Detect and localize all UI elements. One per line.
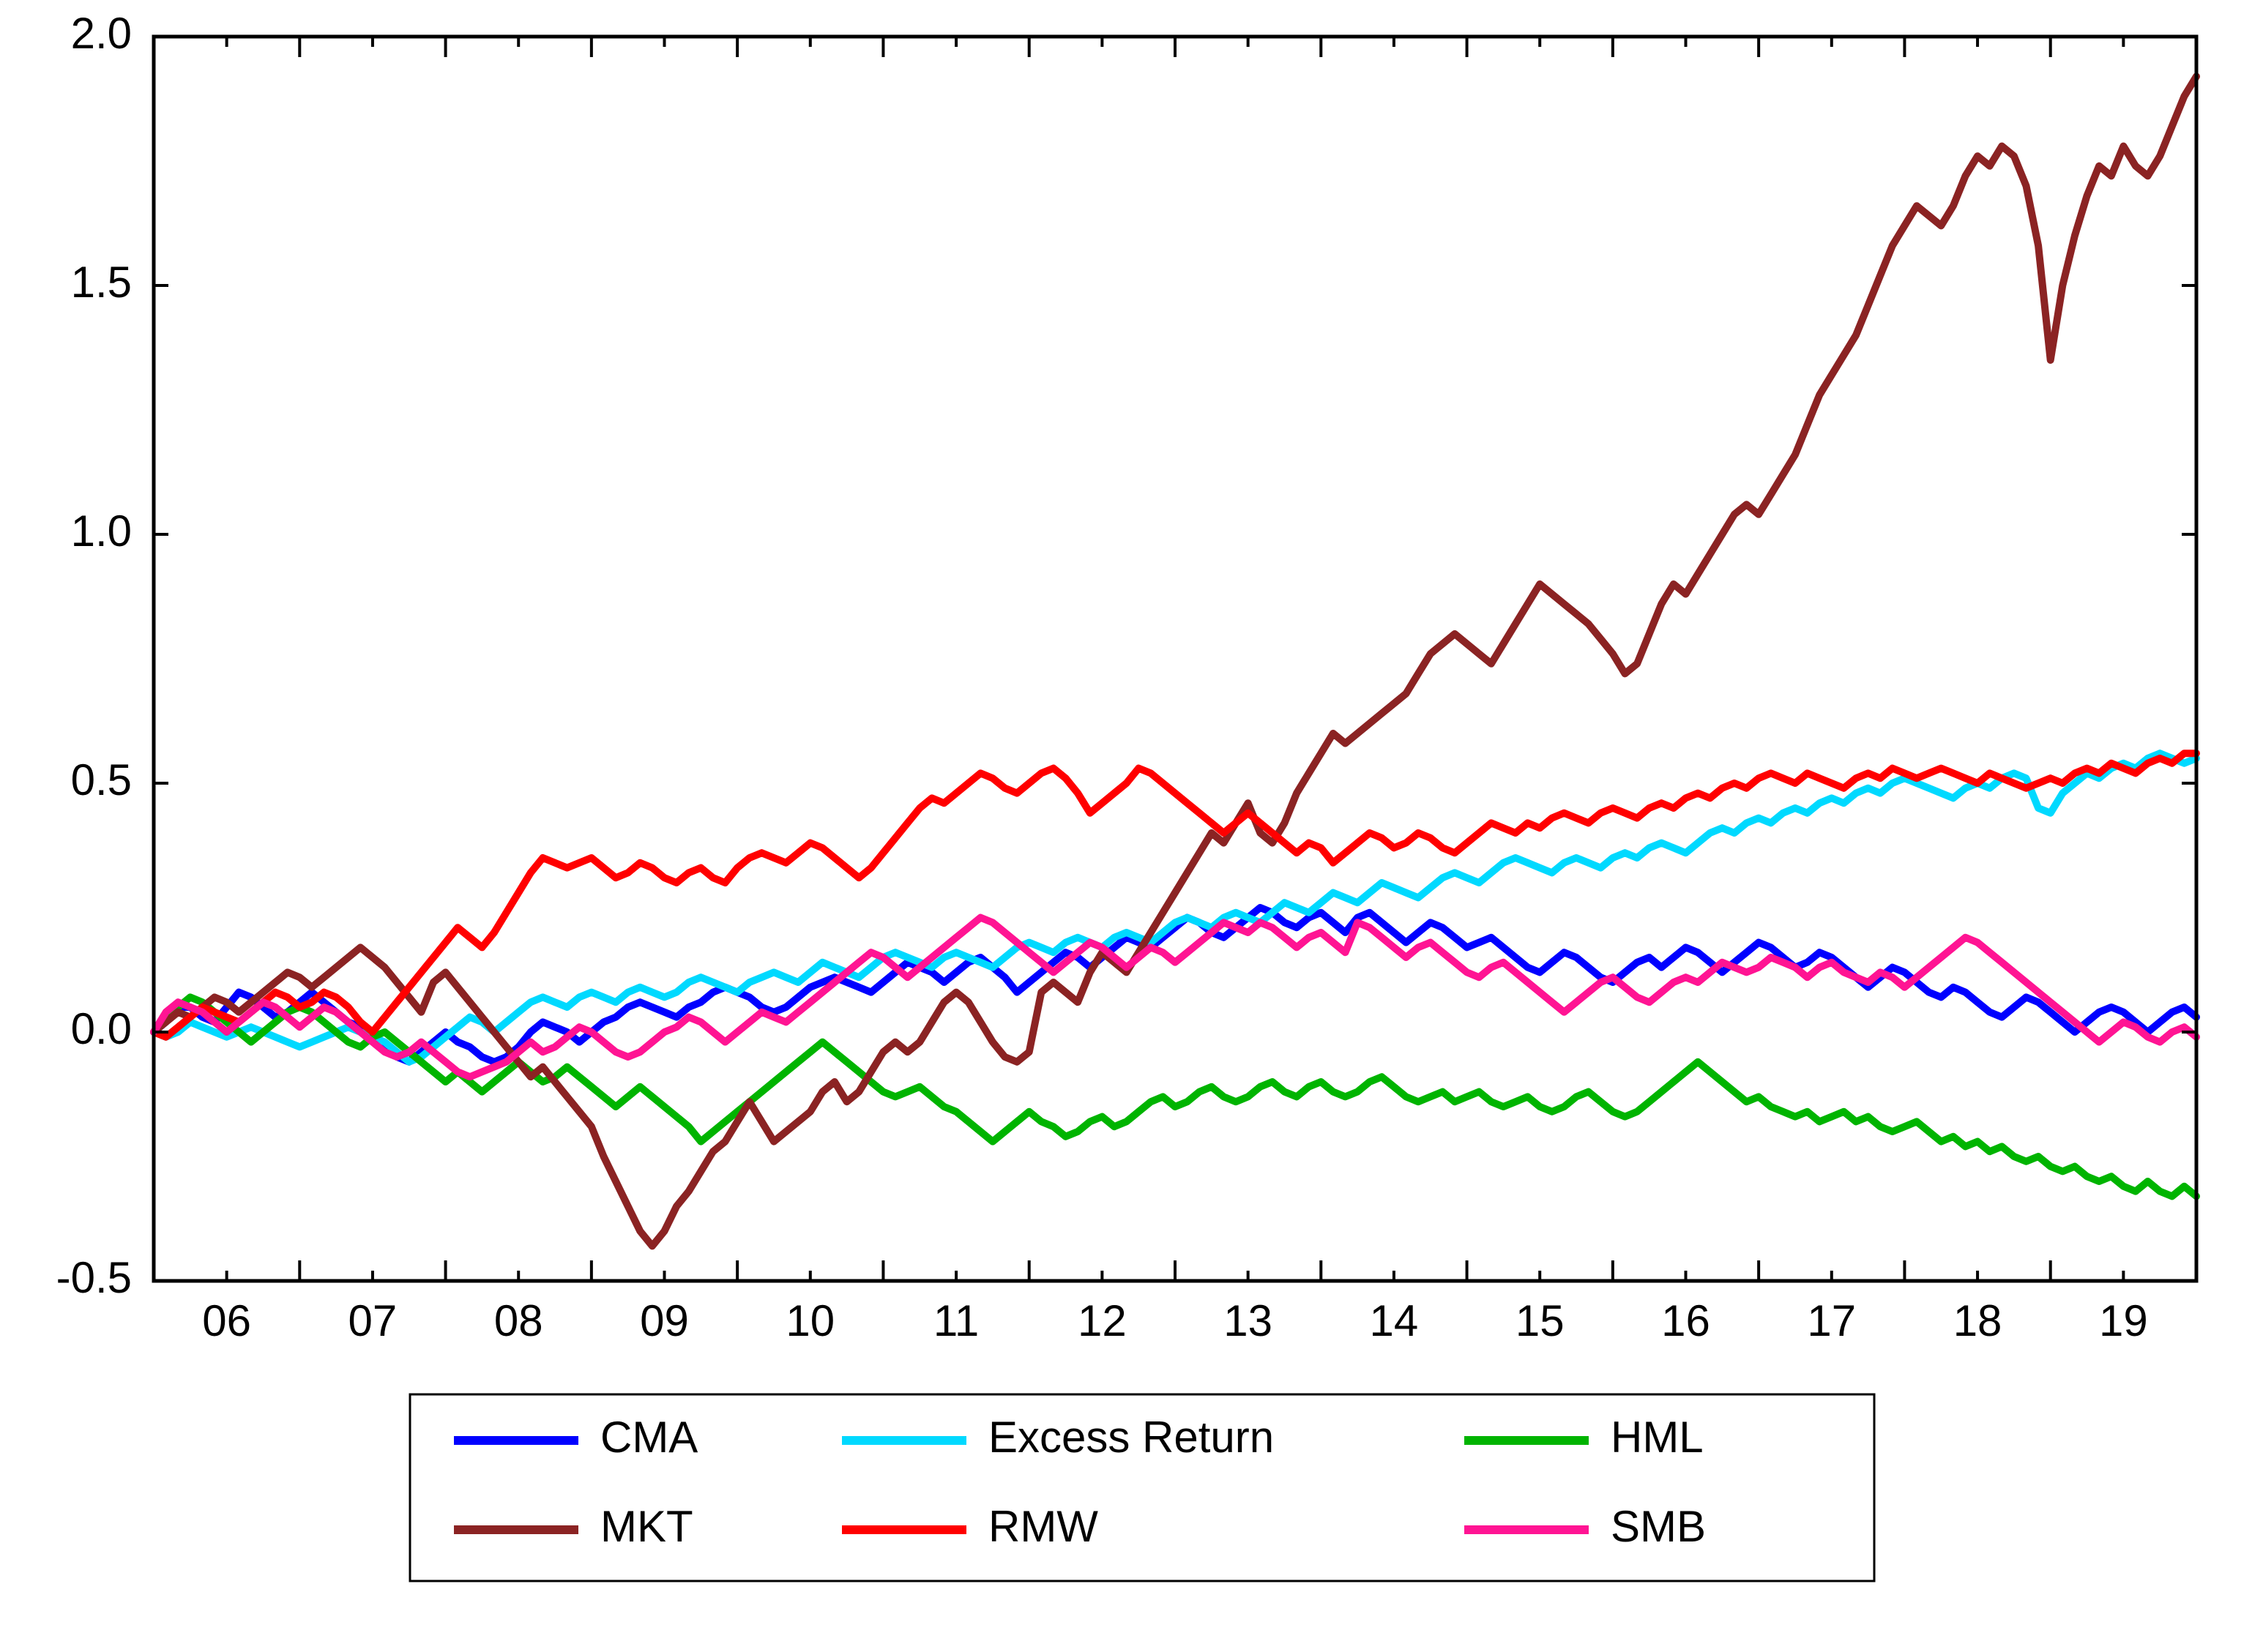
x-tick-label: 09 [640, 1296, 689, 1345]
legend-label: SMB [1611, 1502, 1706, 1551]
y-tick-label: -0.5 [56, 1253, 132, 1302]
x-tick-label: 11 [933, 1296, 979, 1345]
y-tick-label: 2.0 [71, 9, 132, 58]
y-tick-label: 0.0 [71, 1004, 132, 1053]
y-tick-label: 0.5 [71, 755, 132, 804]
x-tick-label: 17 [1807, 1296, 1856, 1345]
x-tick-label: 08 [494, 1296, 543, 1345]
x-tick-label: 16 [1661, 1296, 1710, 1345]
y-tick-label: 1.5 [71, 258, 132, 307]
chart-svg: -0.5 0.0 0.5 1.0 1.5 2.0 06 07 08 09 10 11 12 13 14 15 1… [0, 0, 2263, 1652]
x-tick-label: 18 [1953, 1296, 2002, 1345]
legend-label: RMW [988, 1502, 1098, 1551]
x-tick-label: 06 [202, 1296, 251, 1345]
y-tick-label: 1.0 [71, 507, 132, 556]
x-tick-label: 13 [1223, 1296, 1272, 1345]
x-tick-label: 19 [2099, 1296, 2148, 1345]
x-tick-label: 10 [786, 1296, 835, 1345]
x-tick-label: 12 [1078, 1296, 1127, 1345]
legend-label: MKT [600, 1502, 693, 1551]
x-tick-label: 14 [1370, 1296, 1419, 1345]
legend-label: Excess Return [988, 1413, 1274, 1462]
x-tick-label: 07 [348, 1296, 398, 1345]
line-chart: { "chart": { "type": "line", "width": 30… [0, 0, 2263, 1652]
legend-label: CMA [600, 1413, 698, 1462]
x-tick-label: 15 [1515, 1296, 1565, 1345]
legend-label: HML [1611, 1413, 1704, 1462]
